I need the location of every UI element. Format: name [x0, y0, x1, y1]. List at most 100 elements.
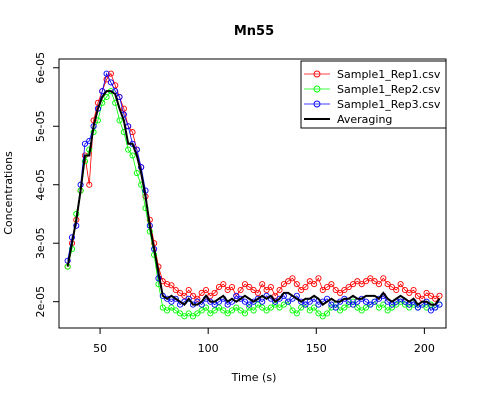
data-point [177, 289, 184, 296]
data-point [332, 304, 339, 311]
data-point [414, 292, 421, 299]
data-point [276, 295, 283, 302]
data-point [250, 298, 257, 305]
data-point [375, 304, 383, 311]
data-point [427, 292, 434, 299]
data-point [328, 281, 335, 288]
data-point [384, 307, 391, 314]
data-point [263, 307, 270, 314]
data-point [319, 286, 326, 294]
y-axis-label: Concentrations [2, 151, 15, 235]
chart-title: Mn55 [234, 24, 274, 39]
data-point [272, 292, 279, 299]
data-point [172, 295, 179, 302]
data-point [337, 307, 344, 314]
data-point [198, 289, 205, 296]
data-point [276, 286, 283, 294]
data-point [302, 301, 309, 308]
data-point [259, 304, 266, 311]
data-point [306, 307, 313, 314]
data-point [202, 304, 210, 311]
data-point [406, 289, 413, 296]
x-tick-label: 150 [306, 342, 327, 355]
data-point [306, 278, 313, 285]
data-point [267, 304, 274, 311]
data-point [164, 281, 171, 288]
data-point [237, 295, 244, 302]
data-point [276, 304, 283, 311]
data-point [107, 70, 114, 77]
data-point [315, 310, 322, 317]
data-point [337, 289, 344, 296]
data-point [319, 313, 326, 320]
data-point [302, 284, 309, 291]
data-point [246, 284, 253, 291]
data-point [185, 286, 192, 294]
data-point [172, 286, 179, 294]
y-tick-label: 3e-05 [34, 227, 47, 259]
data-point [298, 298, 305, 305]
data-point [375, 281, 383, 288]
data-point [349, 301, 357, 308]
data-point [293, 310, 300, 317]
x-axis: 50 100 150 200 [93, 328, 435, 355]
data-point [289, 275, 296, 282]
data-point [86, 181, 93, 188]
y-axis: 2e-05 3e-05 4e-05 5e-05 6e-05 [34, 52, 59, 318]
data-point [267, 284, 274, 291]
data-point [341, 304, 348, 311]
data-point [241, 310, 248, 317]
data-point [311, 281, 318, 288]
data-point [328, 301, 335, 308]
data-point [362, 304, 370, 311]
plot-frame [58, 58, 447, 329]
data-point [198, 307, 205, 314]
data-point [345, 284, 352, 291]
data-point [250, 286, 257, 294]
series-line [66, 90, 441, 306]
y-tick-label: 2e-05 [34, 286, 47, 318]
data-point [280, 301, 287, 308]
legend: Sample1_Rep1.csv Sample1_Rep2.csv Sample1_… [300, 60, 447, 129]
data-point [202, 286, 210, 294]
data-point [185, 295, 192, 302]
data-point [324, 284, 331, 291]
data-point [367, 275, 374, 282]
data-point [289, 307, 296, 314]
data-point [254, 301, 261, 308]
data-point [129, 152, 136, 159]
data-point [254, 295, 261, 302]
data-point [388, 284, 395, 291]
data-point [181, 292, 188, 299]
y-tick-label: 5e-05 [34, 110, 47, 142]
data-point [259, 298, 266, 305]
data-point [380, 301, 387, 308]
data-point [120, 105, 127, 112]
legend-label: Averaging [337, 113, 392, 126]
data-point [241, 281, 248, 288]
data-point [349, 281, 357, 288]
data-point [375, 295, 383, 302]
legend-marker [313, 100, 321, 108]
legend-label: Sample1_Rep1.csv [337, 68, 441, 81]
data-point [315, 275, 322, 282]
data-point [168, 282, 175, 289]
data-point [133, 169, 140, 177]
data-point [246, 301, 253, 308]
series-layer [64, 70, 443, 320]
x-axis-label: Time (s) [231, 371, 277, 384]
data-point [410, 286, 417, 294]
data-point [250, 307, 257, 314]
data-point [311, 304, 318, 311]
data-point [380, 275, 387, 282]
data-point [207, 310, 214, 317]
data-point [228, 284, 236, 291]
data-point [215, 284, 223, 291]
legend-marker [313, 85, 321, 93]
x-tick-label: 200 [414, 342, 435, 355]
data-point [358, 281, 365, 288]
data-point [354, 304, 361, 311]
data-point [397, 281, 404, 288]
data-point [237, 307, 244, 314]
